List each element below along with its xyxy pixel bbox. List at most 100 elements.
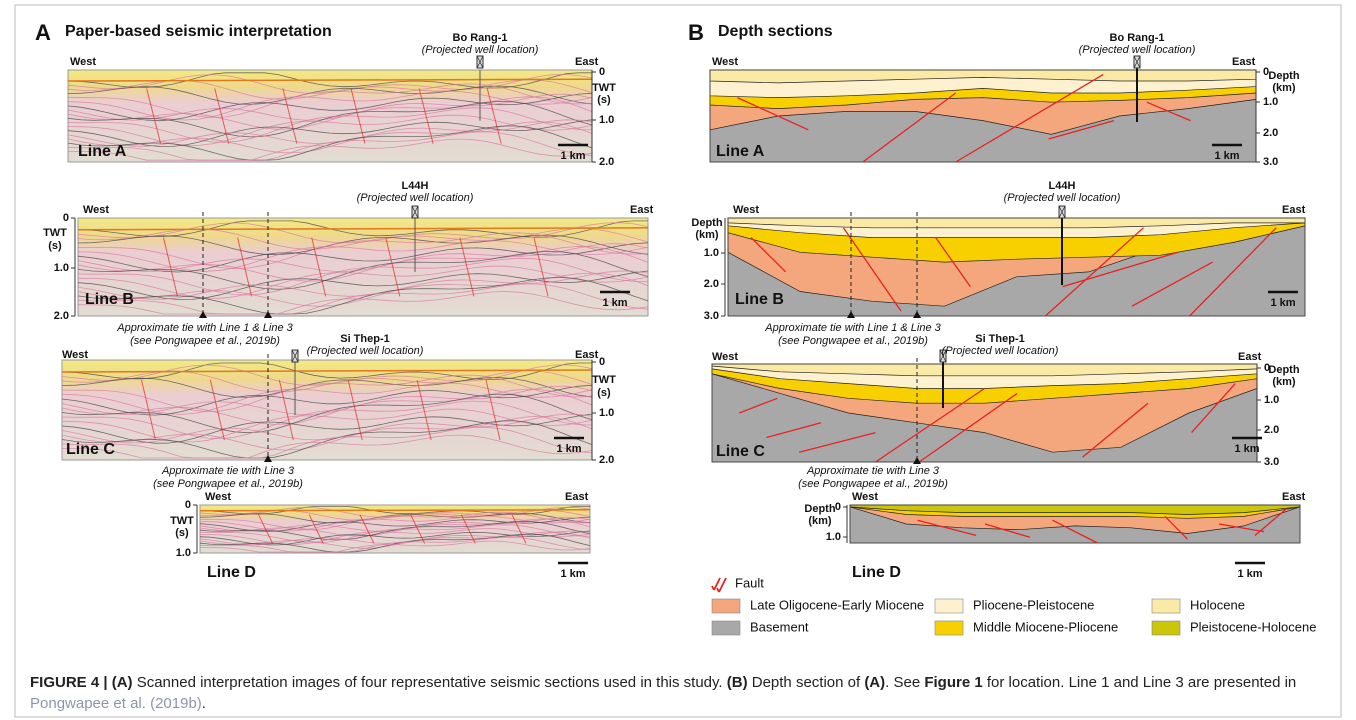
- tick-label: 1.0: [704, 247, 719, 259]
- tick-label: 2.0: [1264, 424, 1279, 436]
- well-name: L44H: [402, 180, 429, 192]
- direction-label: West: [712, 56, 738, 68]
- tie-note: (see Pongwapee et al., 2019b): [130, 335, 280, 347]
- caption-run: (A): [112, 674, 133, 691]
- caption-run: Figure 1: [924, 674, 982, 691]
- direction-label: East: [575, 349, 599, 361]
- well-note: (Projected well location): [1079, 44, 1196, 56]
- axis-label: (km): [695, 229, 719, 241]
- axis-label: TWT: [592, 374, 616, 386]
- tie-note: Approximate tie with Line 1 & Line 3: [116, 322, 293, 334]
- scale-label: 1 km: [1214, 150, 1239, 162]
- legend-swatch: [935, 621, 963, 635]
- tick-label: 3.0: [704, 310, 719, 322]
- axis-label: (km): [1272, 82, 1296, 94]
- axis-label: TWT: [43, 227, 67, 239]
- tick-label: 1.0: [1264, 394, 1279, 406]
- section-label: Line C: [66, 441, 115, 458]
- tick-label: 1.0: [54, 262, 69, 274]
- tick-label: 2.0: [599, 454, 614, 466]
- tie-note: Approximate tie with Line 1 & Line 3: [764, 322, 941, 334]
- tick-label: 1.0: [176, 547, 191, 559]
- legend-label: Late Oligocene-Early Miocene: [750, 597, 924, 612]
- tick-label: 1.0: [599, 114, 614, 126]
- caption-run: (A): [864, 674, 885, 691]
- tick-label: 0: [835, 501, 841, 513]
- section-label: Line D: [207, 564, 256, 581]
- direction-label: West: [62, 349, 88, 361]
- direction-label: East: [1232, 56, 1256, 68]
- axis-label: (s): [175, 527, 189, 539]
- tick-label: 1.0: [826, 531, 841, 543]
- legend-swatch: [712, 599, 740, 613]
- legend-label: Middle Miocene-Pliocene: [973, 619, 1118, 634]
- legend-label: Pliocene-Pleistocene: [973, 597, 1094, 612]
- axis-label: Depth: [691, 217, 722, 229]
- scale-label: 1 km: [560, 568, 585, 580]
- tick-label: 0: [63, 212, 69, 224]
- tick-label: 1.0: [599, 407, 614, 419]
- well-name: Bo Rang-1: [1110, 32, 1165, 44]
- legend-label: Fault: [735, 575, 764, 590]
- legend-label: Pleistocene-Holocene: [1190, 619, 1316, 634]
- tick-label: 2.0: [704, 278, 719, 290]
- axis-label: Depth: [1268, 364, 1299, 376]
- well-note: (Projected well location): [1004, 192, 1121, 204]
- panel-letter: A: [35, 20, 51, 45]
- well-name: Bo Rang-1: [453, 32, 508, 44]
- tick-label: 2.0: [1263, 127, 1278, 139]
- tick-label: 3.0: [1263, 156, 1278, 168]
- axis-label: (s): [597, 387, 611, 399]
- scale-label: 1 km: [1237, 568, 1262, 580]
- caption-run: Pongwapee et al. (2019b): [30, 695, 202, 712]
- direction-label: East: [1238, 351, 1262, 363]
- axis-label: Depth: [1268, 70, 1299, 82]
- tick-label: 3.0: [1264, 456, 1279, 468]
- axis-label: (s): [48, 240, 62, 252]
- legend-swatch: [1152, 621, 1180, 635]
- direction-label: East: [1282, 204, 1306, 216]
- tick-label: 0: [185, 499, 191, 511]
- legend-swatch: [1152, 599, 1180, 613]
- well-name: Si Thep-1: [340, 333, 390, 345]
- axis-label: TWT: [592, 82, 616, 94]
- caption-run: .: [202, 695, 206, 712]
- caption-run: for location. Line 1 and Line 3 are pres…: [983, 674, 1297, 691]
- panel-title: Depth sections: [718, 23, 833, 40]
- scale-label: 1 km: [602, 297, 627, 309]
- panel-letter: B: [688, 20, 704, 45]
- legend-swatch: [712, 621, 740, 635]
- tie-note: Approximate tie with Line 3: [806, 465, 940, 477]
- legend-label: Basement: [750, 619, 809, 634]
- caption-run: Depth section of: [748, 674, 865, 691]
- panel-title: Paper-based seismic interpretation: [65, 23, 332, 40]
- section-label: Line D: [852, 564, 901, 581]
- figure: A Paper-based seismic interpretation 0 1.0 2…: [0, 0, 1356, 720]
- axis-label: (km): [808, 515, 832, 527]
- legend-swatch: [935, 599, 963, 613]
- well-note: (Projected well location): [357, 192, 474, 204]
- section-label: Line A: [78, 143, 127, 160]
- fault-symbol: [714, 578, 726, 592]
- section-label: Line C: [716, 443, 765, 460]
- direction-label: West: [205, 491, 231, 503]
- direction-label: East: [565, 491, 589, 503]
- scale-label: 1 km: [1270, 297, 1295, 309]
- tie-note: (see Pongwapee et al., 2019b): [778, 335, 928, 347]
- caption-run: FIGURE 4 |: [30, 674, 112, 691]
- scale-label: 1 km: [560, 150, 585, 162]
- caption-run: . See: [885, 674, 924, 691]
- direction-label: West: [712, 351, 738, 363]
- legend-label: Holocene: [1190, 597, 1245, 612]
- tick-label: 2.0: [599, 156, 614, 168]
- well-note: (Projected well location): [942, 345, 1059, 357]
- direction-label: West: [70, 56, 96, 68]
- scale-label: 1 km: [1234, 443, 1259, 455]
- direction-label: East: [630, 204, 654, 216]
- axis-label: Depth: [804, 503, 835, 515]
- direction-label: West: [852, 491, 878, 503]
- axis-label: TWT: [170, 515, 194, 527]
- tick-label: 0: [599, 66, 605, 78]
- tick-label: 0: [599, 356, 605, 368]
- well-name: Si Thep-1: [975, 333, 1025, 345]
